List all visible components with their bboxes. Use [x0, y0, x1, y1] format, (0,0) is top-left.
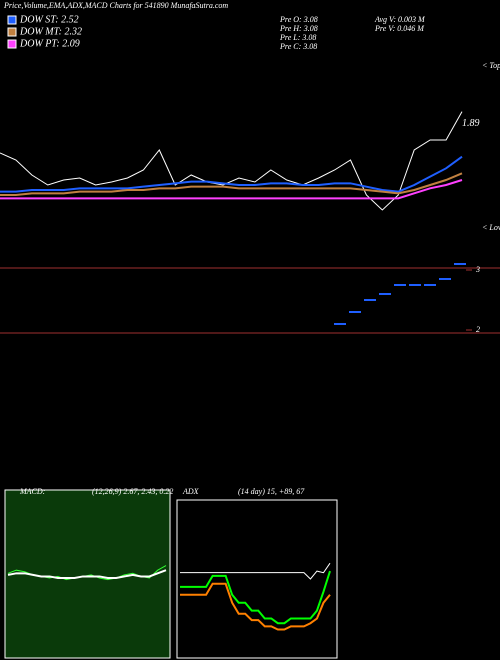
pre-value: Pre H: 3.08: [279, 24, 318, 33]
pre-value: Pre O: 3.08: [279, 15, 318, 24]
tops-label: < Tops: [482, 61, 500, 70]
series-line: [0, 172, 463, 196]
legend-label: DOW ST: 2.52: [19, 14, 79, 25]
legend-label: DOW MT: 2.32: [19, 26, 82, 37]
series-line: [0, 155, 463, 193]
legend-swatch: [7, 39, 17, 49]
y-tick-label: 2: [476, 325, 480, 334]
series-line: [180, 582, 331, 631]
y-tick-label: 3: [475, 265, 480, 274]
panel-title: ADX: [182, 487, 200, 496]
legend-swatch: [7, 27, 17, 37]
series-line: [0, 111, 463, 211]
panel-subtitle: (14 day) 15, +89, 67: [238, 487, 305, 496]
lows-label: < Lows: [482, 223, 500, 232]
legend-label: DOW PT: 2.09: [19, 38, 80, 49]
series-line: [180, 562, 331, 580]
volume-value: Pre V: 0.046 M: [374, 24, 425, 33]
title: Price,Volume,EMA,ADX,MACD Charts for 541…: [3, 1, 228, 10]
series-line: [7, 569, 167, 579]
panel-subtitle: (12,26,9) 2.67, 2.43, 0.22: [92, 487, 173, 496]
adx-panel: [176, 499, 338, 659]
legend-swatch: [7, 15, 17, 25]
pre-value: Pre C: 3.08: [279, 42, 317, 51]
panel-title: MACD:: [19, 487, 46, 496]
series-line: [180, 570, 331, 625]
volume-value: Avg V: 0.003 M: [374, 15, 426, 24]
pre-value: Pre L: 3.08: [279, 33, 316, 42]
series-line: [0, 179, 463, 200]
last-price: 1.89: [462, 118, 480, 129]
